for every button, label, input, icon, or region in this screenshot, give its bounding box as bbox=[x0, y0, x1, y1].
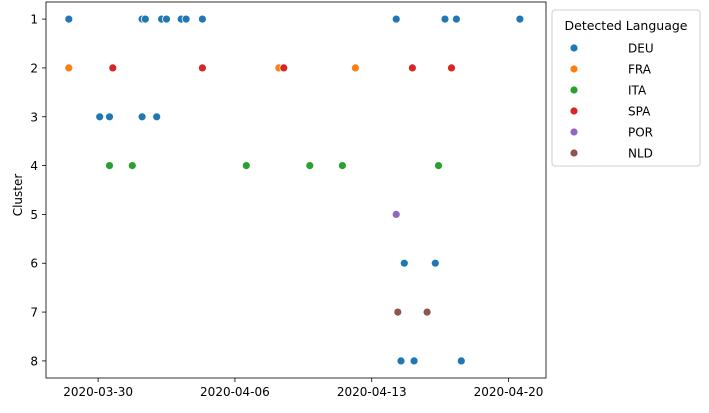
y-tick-label-2: 3 bbox=[30, 110, 38, 124]
point-deu-12 bbox=[95, 112, 105, 122]
point-ita-0 bbox=[105, 161, 114, 171]
x-tick-label-0: 2020-03-30 bbox=[63, 385, 133, 399]
point-ita-2 bbox=[241, 161, 251, 171]
legend-entries: DEU FRA ITA SPA POR NLD bbox=[569, 42, 654, 161]
point-fra-0 bbox=[64, 63, 74, 73]
y-tick-label-4: 5 bbox=[30, 208, 38, 222]
legend-marker-por bbox=[569, 127, 579, 137]
point-spa-0 bbox=[108, 63, 118, 73]
y-tick-label-1: 2 bbox=[30, 61, 38, 75]
y-axis-label: Cluster bbox=[11, 174, 25, 217]
point-deu-4 bbox=[162, 14, 171, 24]
point-deu-6 bbox=[181, 14, 191, 24]
point-deu-17 bbox=[430, 258, 440, 268]
point-por-0 bbox=[391, 209, 401, 219]
point-spa-1 bbox=[197, 63, 207, 73]
point-deu-20 bbox=[456, 356, 466, 366]
point-deu-14 bbox=[137, 112, 147, 122]
y-tick-label-7: 8 bbox=[30, 354, 38, 368]
y-tick-label-3: 4 bbox=[30, 159, 38, 173]
point-deu-10 bbox=[451, 14, 461, 24]
y-tick-label-5: 6 bbox=[30, 257, 38, 271]
legend-marker-fra bbox=[569, 64, 579, 74]
point-deu-15 bbox=[152, 112, 162, 122]
legend-marker-spa bbox=[569, 106, 579, 116]
point-deu-13 bbox=[105, 112, 114, 122]
y-tick-label-6: 7 bbox=[30, 306, 38, 320]
point-deu-19 bbox=[409, 356, 419, 366]
legend: Detected Language DEU FRA ITA SPA POR NLD bbox=[551, 9, 701, 167]
point-spa-2 bbox=[279, 63, 289, 73]
y-axis: 1 2 3 4 5 6 7 8 bbox=[30, 13, 46, 368]
points-layer bbox=[64, 14, 525, 366]
point-nld-1 bbox=[422, 307, 432, 317]
point-ita-3 bbox=[305, 161, 315, 171]
point-deu-11 bbox=[515, 14, 525, 24]
legend-label-por: POR bbox=[628, 126, 653, 140]
legend-label-ita: ITA bbox=[628, 84, 647, 98]
x-axis: 2020-03-30 2020-04-06 2020-04-13 2020-04-20 bbox=[63, 378, 543, 399]
point-fra-2 bbox=[350, 63, 360, 73]
legend-marker-deu bbox=[569, 43, 579, 53]
legend-frame bbox=[551, 9, 701, 167]
legend-label-nld: NLD bbox=[628, 147, 653, 161]
legend-label-deu: DEU bbox=[628, 42, 654, 56]
plot-frame bbox=[45, 1, 547, 379]
point-deu-0 bbox=[64, 14, 74, 24]
point-ita-5 bbox=[434, 161, 443, 171]
point-deu-18 bbox=[396, 356, 406, 366]
x-tick-label-3: 2020-04-20 bbox=[474, 385, 544, 399]
point-deu-7 bbox=[197, 14, 207, 24]
legend-marker-ita bbox=[569, 85, 579, 95]
legend-title: Detected Language bbox=[565, 18, 688, 33]
y-tick-label-0: 1 bbox=[30, 13, 38, 27]
point-nld-0 bbox=[393, 307, 403, 317]
point-deu-2 bbox=[140, 14, 150, 24]
point-deu-8 bbox=[391, 14, 401, 24]
x-tick-label-1: 2020-04-06 bbox=[200, 385, 270, 399]
x-tick-label-2: 2020-04-13 bbox=[337, 385, 407, 399]
point-ita-1 bbox=[127, 161, 137, 171]
point-deu-9 bbox=[440, 14, 450, 24]
legend-label-spa: SPA bbox=[628, 105, 651, 119]
point-ita-4 bbox=[337, 161, 347, 171]
legend-marker-nld bbox=[569, 148, 579, 158]
point-deu-16 bbox=[399, 258, 409, 268]
point-spa-4 bbox=[447, 63, 456, 73]
point-spa-3 bbox=[407, 63, 417, 73]
legend-label-fra: FRA bbox=[628, 63, 652, 77]
